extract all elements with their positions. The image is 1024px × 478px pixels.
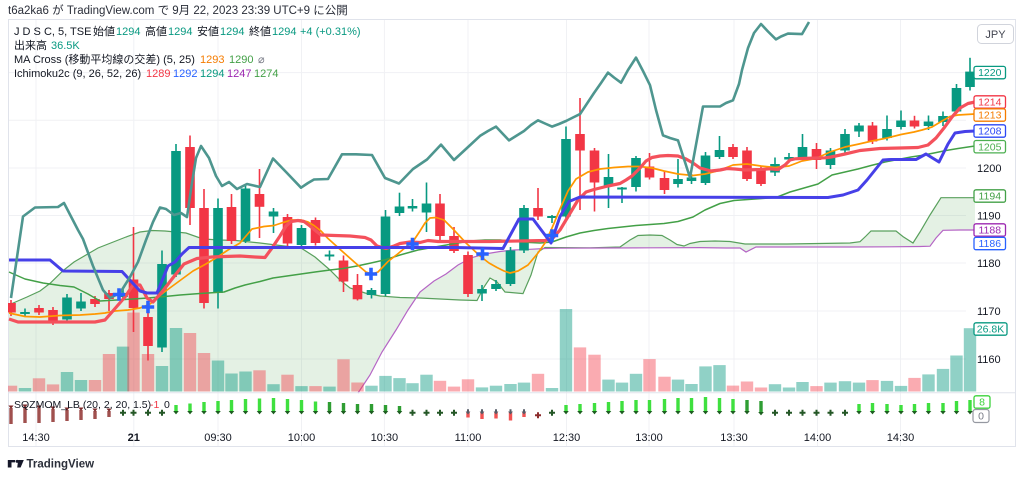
svg-text:高値: 高値 — [145, 24, 167, 38]
svg-text:36.5K: 36.5K — [51, 40, 80, 52]
svg-text:1205: 1205 — [978, 141, 1002, 153]
svg-text:TradingView: TradingView — [27, 459, 95, 471]
svg-text:1160: 1160 — [977, 354, 1001, 366]
svg-text:1294: 1294 — [220, 26, 244, 38]
svg-text:26.8K: 26.8K — [977, 324, 1004, 336]
svg-text:10:00: 10:00 — [288, 432, 316, 444]
svg-text:MA Cross (移動平均線の交差) (5, 25): MA Cross (移動平均線の交差) (5, 25) — [14, 52, 195, 66]
svg-text:1186: 1186 — [978, 238, 1001, 250]
svg-text:-1: -1 — [150, 399, 159, 411]
svg-text:1290: 1290 — [229, 54, 253, 66]
svg-text:安値: 安値 — [197, 24, 219, 38]
svg-text:12:30: 12:30 — [553, 432, 581, 444]
svg-text:1289: 1289 — [146, 68, 170, 80]
svg-text:14:30: 14:30 — [887, 432, 915, 444]
svg-text:0: 0 — [164, 399, 170, 411]
svg-text:1274: 1274 — [254, 68, 278, 80]
svg-text:11:00: 11:00 — [455, 432, 482, 444]
svg-text:1294: 1294 — [168, 26, 192, 38]
svg-text:Ichimoku2c (9, 26, 52, 26): Ichimoku2c (9, 26, 52, 26) — [14, 68, 141, 80]
svg-text:J D S C, 5, TSE: J D S C, 5, TSE — [14, 26, 91, 38]
svg-text:1170: 1170 — [977, 306, 1001, 318]
svg-text:1200: 1200 — [977, 163, 1001, 175]
svg-text:1188: 1188 — [978, 225, 1001, 237]
svg-text:14:30: 14:30 — [22, 432, 50, 444]
svg-text:1213: 1213 — [978, 110, 1002, 122]
svg-text:09:30: 09:30 — [204, 432, 232, 444]
svg-text:21: 21 — [128, 432, 140, 444]
svg-text:1208: 1208 — [978, 126, 1002, 138]
svg-text:JPY: JPY — [985, 29, 1006, 41]
svg-text:10:30: 10:30 — [371, 432, 399, 444]
svg-text:14:00: 14:00 — [804, 432, 832, 444]
svg-text:13:30: 13:30 — [720, 432, 748, 444]
svg-text:SQZMOM_LB (20, 2, 20, 1.5): SQZMOM_LB (20, 2, 20, 1.5) — [14, 399, 151, 411]
svg-text:8: 8 — [979, 397, 985, 409]
svg-text:1220: 1220 — [978, 67, 1002, 79]
svg-text:1294: 1294 — [200, 68, 224, 80]
svg-text:⌀: ⌀ — [258, 54, 265, 66]
svg-text:終値: 終値 — [249, 24, 271, 38]
svg-text:1194: 1194 — [978, 191, 1001, 203]
svg-text:+4 (+0.31%): +4 (+0.31%) — [300, 26, 361, 38]
svg-text:1214: 1214 — [978, 97, 1002, 109]
svg-text:1293: 1293 — [200, 54, 224, 66]
svg-text:1292: 1292 — [173, 68, 197, 80]
svg-text:出来高: 出来高 — [14, 38, 47, 52]
svg-text:1180: 1180 — [977, 258, 1001, 270]
svg-text:始値: 始値 — [93, 24, 115, 38]
svg-text:t6a2ka6 が TradingView.com で 9月: t6a2ka6 が TradingView.com で 9月 22, 2023 … — [8, 3, 348, 17]
svg-text:1294: 1294 — [272, 26, 296, 38]
svg-text:0: 0 — [978, 411, 984, 423]
svg-text:1190: 1190 — [977, 210, 1001, 222]
svg-text:13:00: 13:00 — [635, 432, 663, 444]
svg-text:1294: 1294 — [116, 26, 140, 38]
svg-text:1247: 1247 — [227, 68, 251, 80]
